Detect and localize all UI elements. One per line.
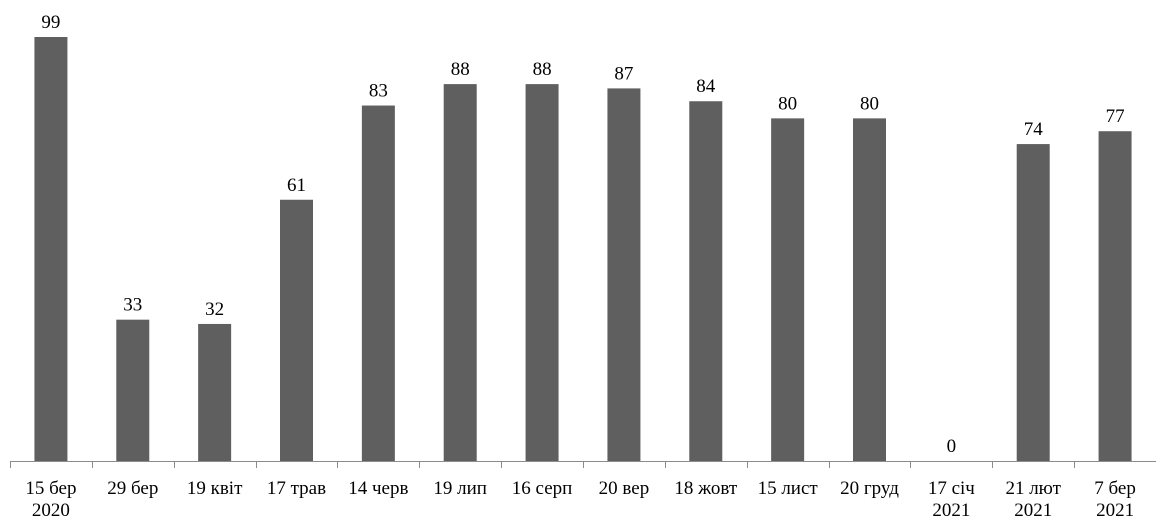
bar-value-label: 0 [947,436,957,457]
bar-value-label: 74 [1024,119,1044,140]
x-tick-label-line: 19 лип [433,478,487,499]
x-tick-label-line: 17 трав [267,478,326,499]
x-axis [10,461,1156,468]
bar-value-label: 83 [369,81,388,102]
x-tick-label-year: 2020 [32,500,70,521]
x-tick-label: 16 серп [512,478,573,499]
bar-value-label: 80 [860,93,879,114]
bar [34,37,68,461]
bar-value-label: 77 [1106,106,1125,127]
value-labels: 99 33 32 61 83 88 88 87 84 80 80 0 74 77 [41,12,1124,457]
bar [116,319,150,461]
x-tick-label-year: 2021 [1096,500,1134,521]
x-tick-label: 15 бер 2020 [25,478,76,521]
x-tick-label: 20 груд [840,478,899,499]
bar [280,199,313,461]
x-tick-label: 19 квіт [187,478,243,499]
bar [1098,131,1132,461]
bar-value-label: 87 [614,63,633,84]
x-tick-label-line: 14 черв [348,478,408,499]
x-tick-label-line: 17 січ [928,478,975,499]
x-tick-label-line: 29 бер [107,478,158,499]
bar-value-label: 99 [41,12,60,33]
bar-value-label: 33 [123,295,142,316]
bar-value-label: 84 [696,76,716,97]
bar [607,88,641,461]
bar-value-label: 32 [205,299,224,320]
x-tick-label-line: 15 лист [758,478,819,499]
bar [443,84,477,462]
x-tick-label-line: 18 жовт [674,478,737,499]
x-tick-label-year: 2021 [1014,500,1052,521]
bar-value-label: 61 [287,175,306,196]
bar [689,101,723,462]
bars-layer [34,37,1132,462]
bar [771,118,805,462]
x-tick-label-line: 20 груд [840,478,899,499]
bar-value-label: 88 [533,59,552,80]
x-tick-label-line: 7 бер [1094,478,1136,499]
x-tick-label-line: 16 серп [512,478,573,499]
x-tick-label: 29 бер [107,478,158,499]
bar [525,84,559,462]
bar-value-label: 88 [451,59,470,80]
x-tick-label: 14 черв [348,478,408,499]
x-tick-label-year: 2021 [932,500,970,521]
x-tick-label: 7 бер 2021 [1094,478,1136,521]
bar-value-label: 80 [778,93,797,114]
x-tick-label-line: 15 бер [25,478,76,499]
bar [1016,144,1050,461]
x-tick-label: 17 січ 2021 [928,478,975,521]
x-tick-label: 20 вер [599,478,650,499]
category-labels: 15 бер 2020 29 бер 19 квіт 17 трав 14 черв 19 … [25,478,1135,521]
bar [198,323,232,461]
x-tick-label: 19 лип [433,478,487,499]
x-tick-label-line: 20 вер [599,478,650,499]
x-tick-label: 18 жовт [674,478,737,499]
x-tick-label: 21 лют 2021 [1005,478,1061,521]
x-tick-label: 17 трав [267,478,326,499]
bar [361,105,395,461]
bar [853,118,886,462]
x-tick-label-line: 19 квіт [187,478,243,499]
x-tick-label: 15 лист [758,478,819,499]
x-tick-label-line: 21 лют [1005,478,1061,499]
